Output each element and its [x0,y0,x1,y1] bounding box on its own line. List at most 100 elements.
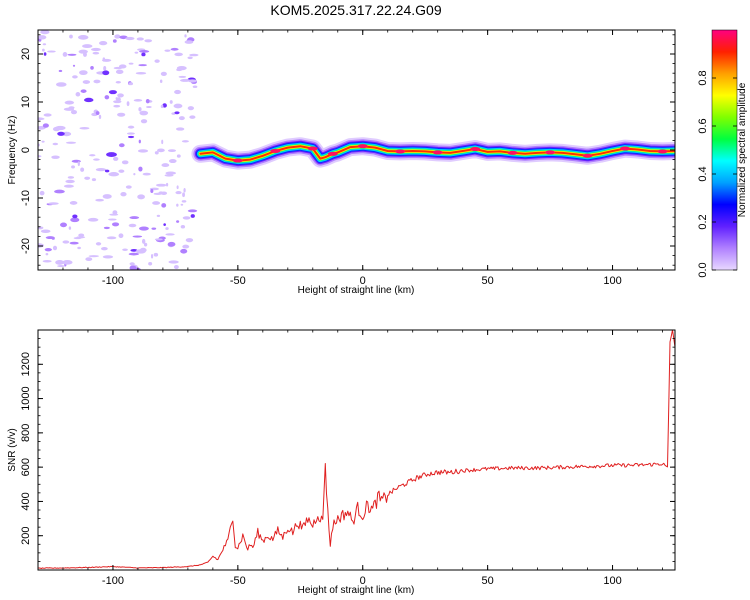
noise-speckle [108,172,120,177]
noise-speckle [95,242,102,246]
noise-speckle [151,227,157,230]
noise-speckle [103,65,107,71]
noise-speckle [146,105,152,109]
spectrogram-x-label: Height of straight line (km) [298,285,415,296]
noise-speckle [154,59,160,63]
noise-speckle [102,57,106,62]
noise-speckle [112,39,117,43]
noise-speckle [154,238,163,241]
noise-speckle [184,34,187,38]
spectrogram-noise [38,30,199,270]
noise-speckle [95,111,100,116]
spectrogram-y-tick-label: 0 [20,147,32,153]
noise-speckle [133,267,141,270]
noise-speckle [69,241,79,245]
colorbar-tick-label: 0.6 [697,118,709,133]
noise-speckle [77,35,89,40]
noise-speckle [42,123,49,128]
noise-speckle [67,53,77,56]
noise-speckle [93,79,101,84]
noise-speckle [70,110,78,115]
noise-speckle [159,79,163,84]
noise-speckle [174,111,180,115]
noise-speckle [65,141,77,144]
spectrogram-x-tick-label: -50 [230,275,246,287]
noise-speckle [181,140,189,143]
snr-frame [37,329,676,571]
noise-speckle [68,226,72,230]
ridge-peak [307,146,318,151]
noise-speckle [161,139,164,145]
noise-speckle [84,176,91,180]
snr-x-ticks: -100 -50 0 50 100 [37,330,663,587]
ridge-peak [470,147,481,152]
noise-speckle [48,202,59,205]
noise-speckle [55,82,67,87]
noise-speckle [40,229,51,234]
noise-speckle [104,95,110,100]
snr-x-label: Height of straight line (km) [298,585,415,596]
noise-speckle [71,165,75,169]
snr-series [38,330,675,569]
snr-line [38,330,675,569]
noise-speckle [138,166,143,172]
noise-speckle [187,106,195,111]
noise-speckle [125,36,135,41]
noise-speckle [106,236,117,240]
ridge-peak [432,150,443,155]
noise-speckle [165,171,177,175]
noise-speckle [91,178,97,182]
noise-speckle [121,160,129,165]
noise-speckle [129,216,140,220]
noise-speckle [108,90,117,95]
noise-speckle [178,116,185,121]
spectrogram-y-tick-label: 10 [20,96,32,108]
noise-speckle [93,158,100,161]
snr-x-tick-label: -50 [230,575,246,587]
noise-speckle [115,69,124,75]
ridge-peak [582,153,593,158]
noise-speckle [140,119,148,124]
noise-speckle [54,125,66,131]
noise-speckle [92,51,100,55]
noise-speckle [173,265,179,270]
noise-speckle [167,149,177,153]
noise-speckle [47,50,56,53]
noise-speckle [175,191,182,195]
noise-speckle [80,167,85,172]
noise-speckle [189,53,199,57]
noise-speckle [169,100,173,104]
noise-speckle [58,69,63,72]
noise-speckle [154,151,159,155]
noise-speckle [113,156,119,161]
noise-speckle [139,110,149,116]
noise-speckle [69,201,78,205]
spectrogram-y-tick-label: 20 [20,48,32,60]
noise-speckle [180,248,188,254]
noise-speckle [91,47,101,52]
noise-speckle [99,40,108,46]
noise-speckle [80,89,87,93]
ridge-peak [327,151,338,156]
noise-speckle [165,233,175,236]
noise-speckle [52,245,58,251]
noise-speckle [167,241,176,247]
noise-speckle [162,103,167,108]
noise-speckle [160,104,164,109]
noise-speckle [183,188,186,193]
noise-speckle [98,114,102,119]
noise-speckle [129,262,135,266]
noise-speckle [138,139,141,144]
noise-speckle [187,209,198,213]
spectrogram-x-tick-label: 0 [360,275,366,287]
snr-panel: -100 -50 0 50 100 200 400 600 800 1000 1200 Heigh… [7,329,676,596]
noise-speckle [126,132,135,135]
noise-speckle [43,113,52,117]
noise-speckle [38,117,45,121]
spectrogram-x-ticks: -100 -50 0 50 100 [37,30,663,287]
noise-speckle [125,185,132,189]
noise-speckle [42,48,45,52]
noise-speckle [178,75,187,78]
noise-speckle [90,66,94,70]
noise-speckle [180,78,191,82]
